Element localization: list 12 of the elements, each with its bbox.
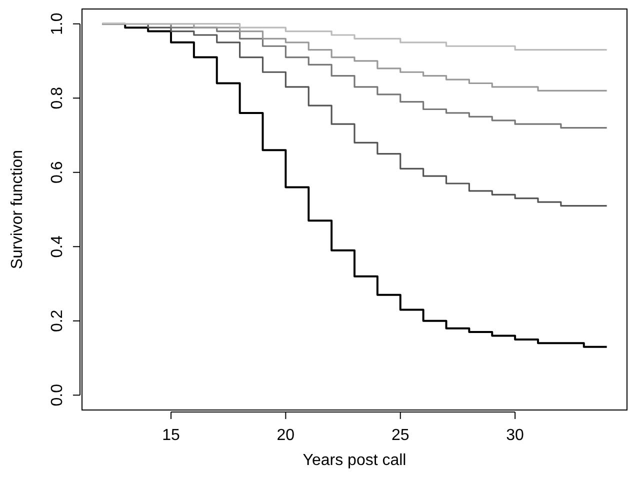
x-tick-label: 15 bbox=[162, 427, 180, 444]
y-tick-label: 0.6 bbox=[49, 161, 66, 184]
y-axis-title: Survivor function bbox=[9, 150, 26, 270]
y-tick-label: 1.0 bbox=[49, 12, 66, 35]
x-tick-label: 20 bbox=[276, 427, 295, 444]
y-tick-label: 0.8 bbox=[49, 86, 66, 110]
x-tick-label: 30 bbox=[506, 427, 524, 444]
y-tick-label: 0.0 bbox=[49, 384, 66, 406]
y-tick-label: 0.2 bbox=[49, 310, 66, 332]
x-tick-label: 25 bbox=[391, 427, 410, 444]
x-axis-title: Years post call bbox=[302, 452, 406, 469]
y-tick-label: 0.4 bbox=[49, 235, 66, 258]
